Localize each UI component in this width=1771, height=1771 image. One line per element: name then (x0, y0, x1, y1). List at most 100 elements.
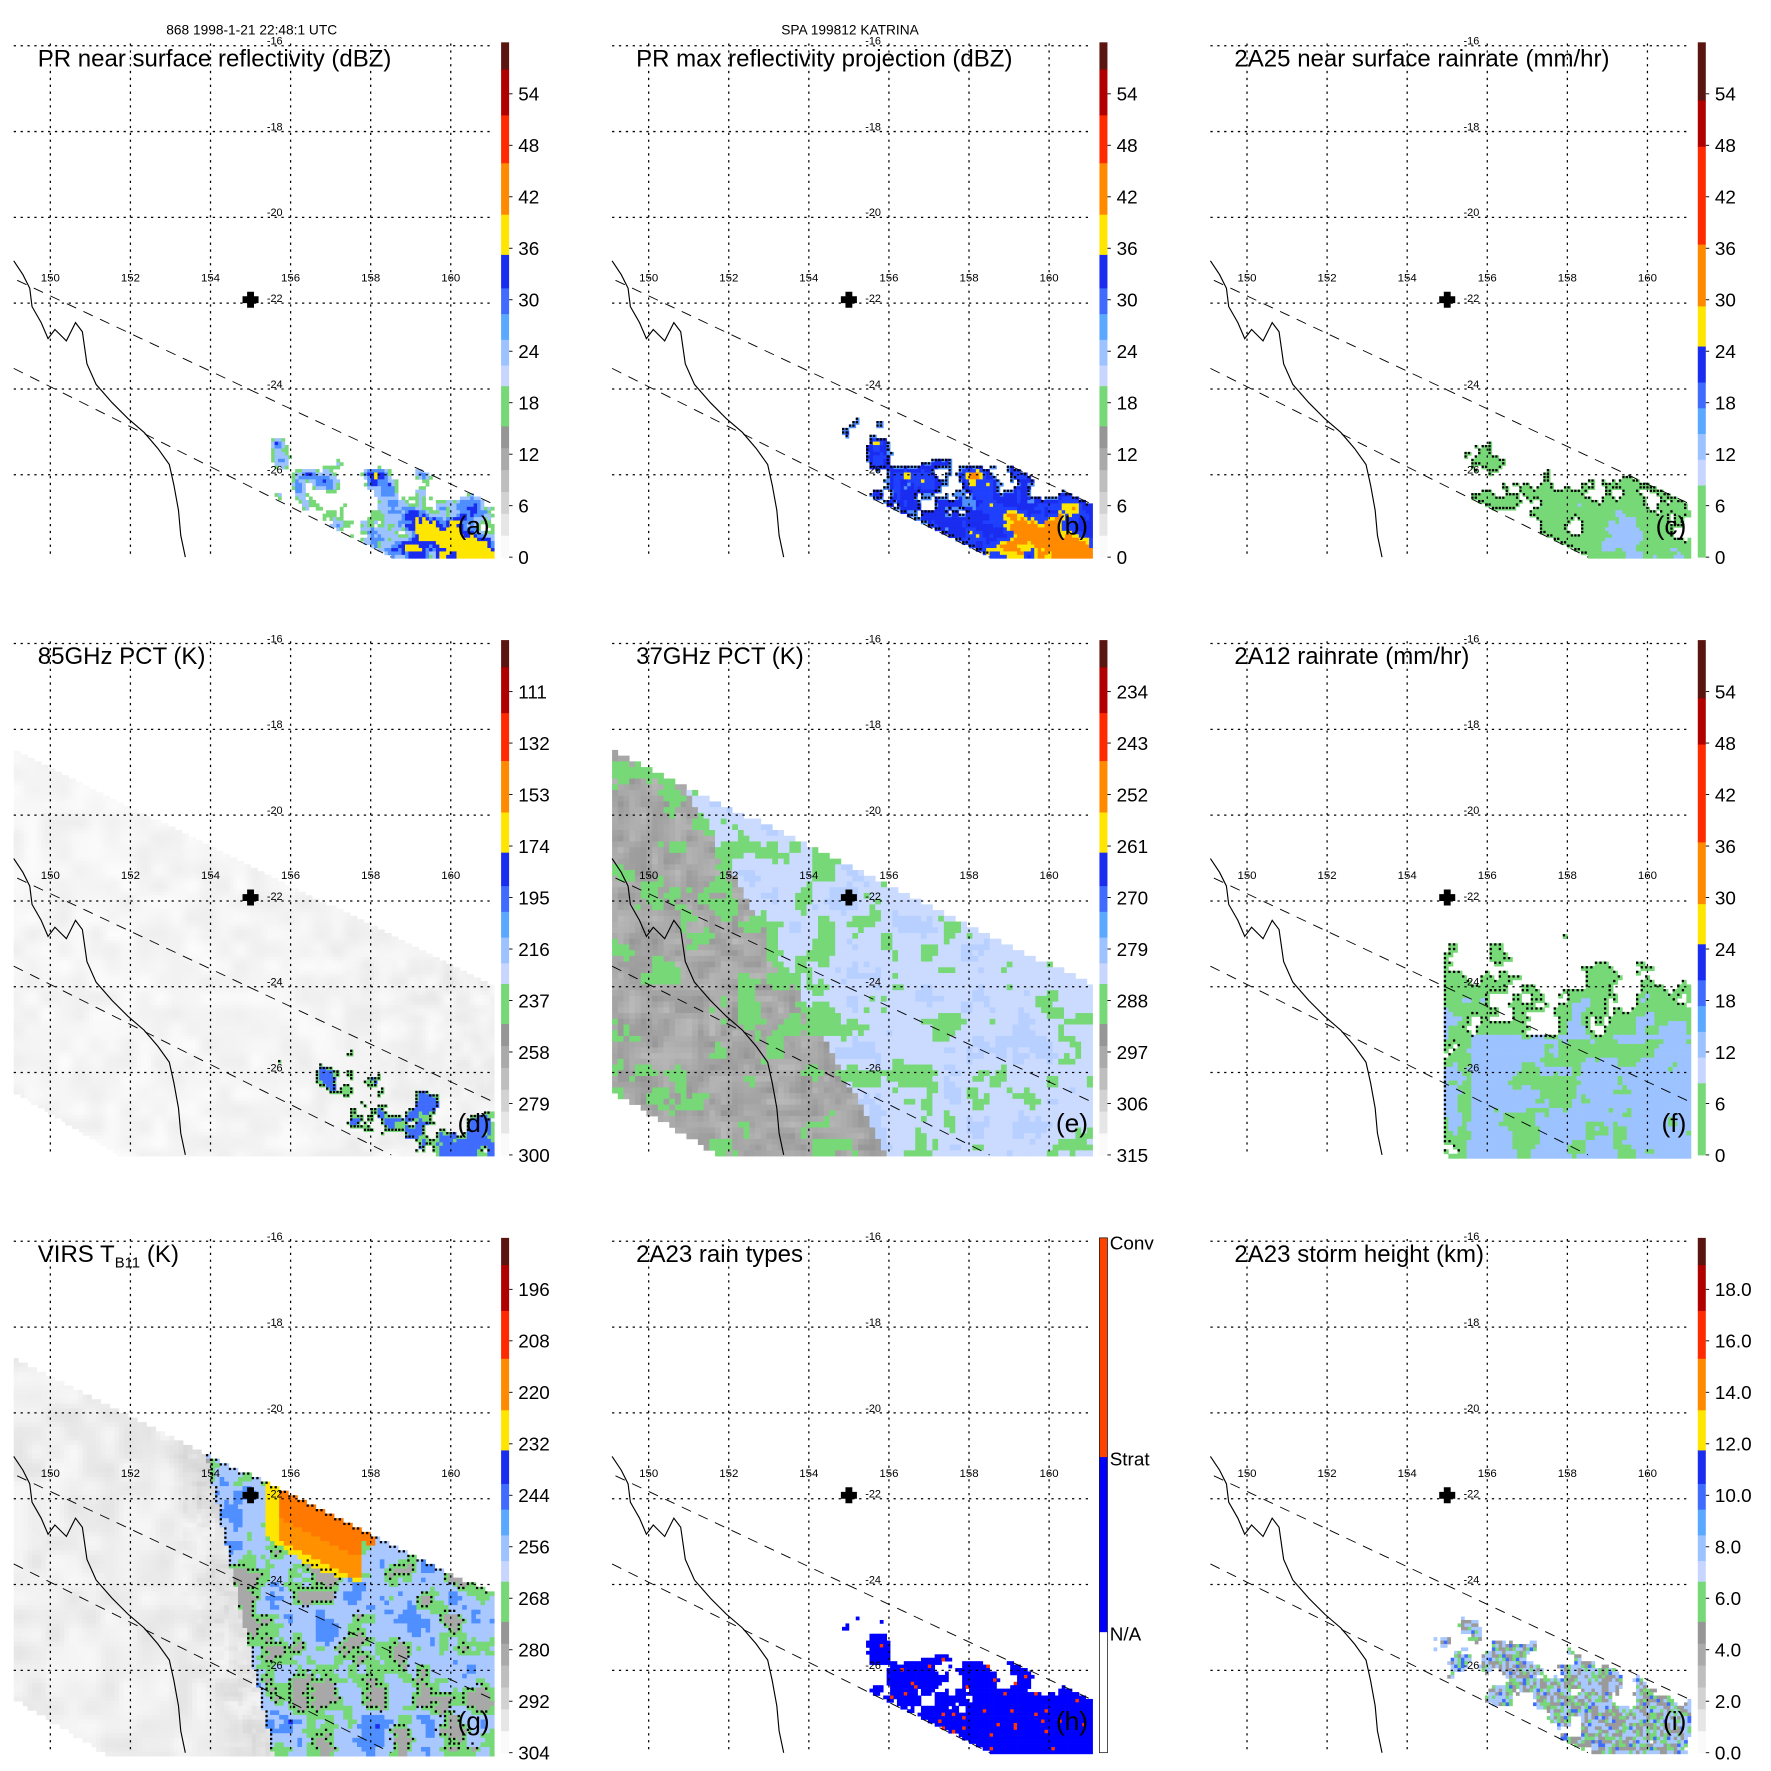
colorbar-label: 0 (518, 547, 528, 568)
data-cell (1547, 514, 1551, 518)
data-cell (983, 538, 987, 542)
data-cell (986, 527, 990, 531)
contour-segment (1567, 486, 1569, 488)
data-cell (1540, 517, 1544, 521)
data-cell (1017, 490, 1021, 494)
data-cell (398, 541, 402, 545)
data-cell (100, 847, 104, 851)
data-cell (17, 809, 21, 813)
data-cell (942, 527, 946, 531)
data-cell (972, 514, 976, 518)
data-cell (1646, 514, 1650, 518)
data-cell (34, 827, 38, 831)
data-cell (117, 837, 121, 841)
data-cell (966, 486, 970, 490)
data-cell (388, 497, 392, 501)
data-cell (1602, 545, 1606, 549)
data-cell (993, 486, 997, 490)
data-cell (93, 851, 97, 855)
data-cell (117, 830, 121, 834)
contour-segment (1010, 476, 1012, 478)
data-cell (93, 861, 97, 865)
data-cell (103, 840, 107, 844)
data-cell (17, 775, 21, 779)
data-cell (62, 840, 66, 844)
data-cell (230, 868, 234, 872)
contour-segment (1663, 500, 1665, 502)
contour-segment (1478, 500, 1480, 502)
data-cell (432, 521, 436, 525)
contour-segment (948, 459, 950, 461)
data-cell (55, 827, 59, 831)
data-cell (62, 803, 66, 807)
data-cell (1567, 534, 1571, 538)
colorbar-label: 18 (1715, 393, 1736, 414)
data-cell (106, 827, 110, 831)
data-cell (907, 493, 911, 497)
data-cell (419, 524, 423, 528)
contour-segment (1578, 517, 1580, 519)
data-cell (165, 830, 169, 834)
data-cell (408, 551, 412, 555)
data-cell (1017, 514, 1021, 518)
data-cell (1585, 548, 1589, 552)
data-cell (1585, 521, 1589, 525)
contour-segment (935, 476, 937, 478)
data-cell (1051, 527, 1055, 531)
data-cell (948, 503, 952, 507)
data-cell (962, 476, 966, 480)
data-cell (278, 452, 282, 456)
data-cell (299, 497, 303, 501)
data-cell (38, 768, 42, 772)
contour-segment (959, 490, 961, 492)
data-cell (45, 857, 49, 861)
data-cell (1602, 521, 1606, 525)
data-cell (1585, 534, 1589, 538)
data-cell (1034, 541, 1038, 545)
data-cell (45, 792, 49, 796)
data-cell (962, 521, 966, 525)
data-cell (113, 816, 117, 820)
data-cell (460, 500, 464, 504)
data-cell (487, 551, 491, 555)
data-cell (14, 806, 18, 810)
data-cell (58, 799, 62, 803)
contour-segment (918, 517, 920, 519)
data-cell (299, 479, 303, 483)
data-cell (333, 490, 337, 494)
contour-segment (1574, 534, 1576, 536)
contour-segment (1506, 507, 1508, 509)
contour-segment (1591, 486, 1593, 488)
colorbar-label: 42 (1117, 187, 1138, 208)
data-cell (79, 827, 83, 831)
data-cell (419, 490, 423, 494)
data-cell (1045, 531, 1049, 535)
data-cell (17, 789, 21, 793)
data-cell (27, 820, 31, 824)
contour-segment (921, 497, 923, 499)
data-cell (1027, 510, 1031, 514)
contour-segment (976, 466, 978, 468)
data-cell (141, 864, 145, 868)
data-cell (141, 833, 145, 837)
data-cell (1010, 527, 1014, 531)
data-cell (979, 514, 983, 518)
data-cell (1547, 490, 1551, 494)
data-cell (1653, 545, 1657, 549)
data-cell (120, 803, 124, 807)
data-cell (1609, 541, 1613, 545)
data-cell (340, 527, 344, 531)
data-cell (911, 493, 915, 497)
data-cell (1591, 507, 1595, 511)
data-cell (1629, 555, 1633, 559)
data-cell (456, 548, 460, 552)
data-cell (924, 479, 928, 483)
data-cell (1636, 521, 1640, 525)
data-cell (17, 851, 21, 855)
data-cell (900, 503, 904, 507)
data-cell (976, 507, 980, 511)
contour-segment (918, 500, 920, 502)
data-cell (1014, 548, 1018, 552)
data-cell (124, 837, 128, 841)
data-cell (439, 507, 443, 511)
